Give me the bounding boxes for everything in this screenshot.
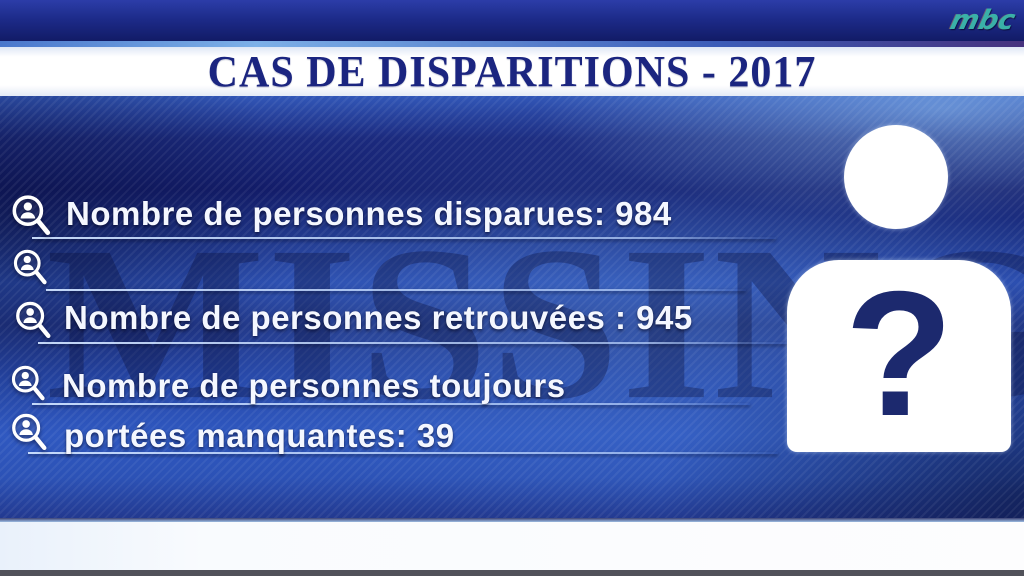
person-search-icon xyxy=(8,364,48,412)
unknown-person-head xyxy=(844,125,948,229)
stat-text: Nombre de personnes retrouvées : 945 xyxy=(64,299,693,336)
title-banner: CAS DE DISPARITIONS - 2017 xyxy=(0,47,1024,96)
top-bar: mbc xyxy=(0,0,1024,41)
stat-text: portées manquantes: 39 xyxy=(64,417,455,454)
main-graphic-area: MISSING Nombre de personnes disparues: 9… xyxy=(0,96,1024,520)
person-search-icon xyxy=(8,412,50,462)
stat-text: Nombre de personnes disparues: 984 xyxy=(66,195,672,232)
bottom-divider xyxy=(0,518,1024,522)
banner-top-strip xyxy=(0,41,1024,47)
page-title: CAS DE DISPARITIONS - 2017 xyxy=(207,47,817,96)
row-underline xyxy=(46,289,746,291)
row-underline xyxy=(28,452,778,454)
question-mark: ? xyxy=(844,254,954,453)
row-underline xyxy=(32,403,750,405)
stat-text: Nombre de personnes toujours xyxy=(62,367,566,404)
bottom-edge-strip xyxy=(0,570,1024,576)
bottom-white-band xyxy=(0,522,1024,570)
row-underline xyxy=(38,342,788,344)
mbc-logo: mbc xyxy=(946,5,1018,36)
stat-row xyxy=(10,248,62,296)
unknown-person-body: ? xyxy=(787,260,1011,452)
stat-row: portées manquantes: 39 xyxy=(8,412,455,462)
stat-row: Nombre de personnes toujours xyxy=(8,364,566,412)
stat-row: Nombre de personnes disparues: 984 xyxy=(8,194,672,247)
stat-row: Nombre de personnes retrouvées : 945 xyxy=(12,299,693,350)
person-search-icon xyxy=(10,248,50,296)
row-underline xyxy=(32,237,776,239)
person-search-icon xyxy=(8,194,54,247)
person-search-icon xyxy=(12,300,54,350)
